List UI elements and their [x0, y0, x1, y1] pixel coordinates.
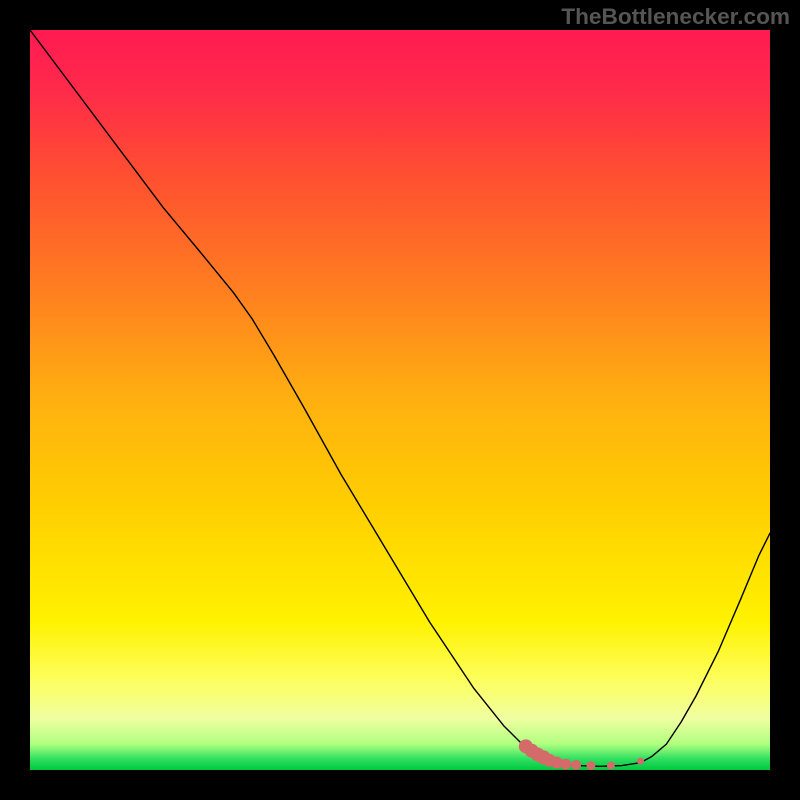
marker-dot: [637, 758, 644, 765]
marker-dot: [560, 759, 571, 770]
gradient-background: [30, 30, 770, 770]
marker-dot: [607, 762, 615, 770]
chart-container: TheBottlenecker.com: [0, 0, 800, 800]
marker-dot: [571, 760, 581, 770]
watermark-text: TheBottlenecker.com: [561, 4, 790, 30]
marker-dot: [586, 761, 595, 770]
bottleneck-chart: [0, 0, 800, 800]
